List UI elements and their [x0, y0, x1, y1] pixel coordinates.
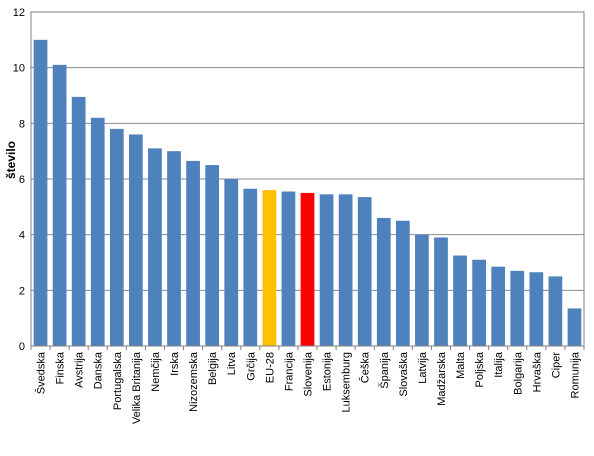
bar: [167, 151, 181, 346]
y-axis-title: število: [4, 141, 18, 179]
category-label: Italija: [493, 351, 505, 378]
bar: [33, 39, 48, 346]
category-labels: Švedska Finska Avstrija Danska Portugalska Ve…: [35, 351, 582, 424]
bar: [338, 194, 353, 346]
category-label: Irska: [169, 351, 181, 376]
bar: [529, 272, 544, 346]
category-label: Ciper: [550, 352, 562, 379]
bar: [376, 217, 391, 346]
bar: [90, 117, 105, 347]
bar: [415, 234, 429, 346]
category-label: Nizozemska: [188, 351, 200, 412]
category-label: Češka: [359, 351, 372, 383]
bar: [434, 237, 448, 346]
bar: [319, 194, 334, 346]
y-tick-label: 10: [13, 63, 25, 75]
category-label: Romunija: [569, 351, 581, 398]
bar: [567, 308, 582, 346]
y-tick-label: 6: [19, 174, 25, 186]
category-label: Poljska: [474, 351, 486, 387]
category-label: Bolgarija: [512, 351, 524, 395]
category-label: Latvija: [417, 351, 429, 384]
y-tick-label: 4: [19, 230, 25, 242]
category-label: Nemčija: [150, 351, 162, 392]
bar: [548, 276, 563, 346]
bar: [205, 165, 220, 346]
bar: [129, 134, 143, 346]
y-tick-label: 0: [19, 341, 25, 353]
category-label: Luksemburg: [341, 352, 353, 413]
category-label: Slovaška: [398, 351, 410, 397]
category-label: Danska: [93, 351, 105, 389]
bar: [243, 188, 258, 346]
category-label: Finska: [55, 351, 67, 384]
bar: [491, 266, 506, 346]
category-label: Španija: [378, 351, 391, 389]
y-tick-label: 12: [13, 7, 25, 19]
y-tick-labels: 0 2 4 6 8 10 12: [13, 7, 25, 353]
bar: [224, 179, 239, 346]
category-label: Belgija: [207, 351, 219, 385]
category-label: Malta: [455, 351, 467, 379]
bar: [109, 128, 124, 346]
plot-frame: [30, 11, 585, 347]
bar: [510, 270, 525, 346]
bar: [52, 64, 67, 346]
axes: [30, 11, 585, 350]
category-label: Švedska: [35, 351, 48, 394]
bar: [281, 191, 296, 346]
category-label: Madžarska: [436, 351, 448, 406]
category-label: Grčija: [245, 351, 257, 381]
category-label: Avstrija: [74, 351, 86, 388]
category-label: Velika Britanija: [131, 351, 143, 424]
y-tick-label: 8: [19, 118, 25, 130]
category-label: Francija: [283, 351, 295, 391]
category-label: Litva: [226, 351, 238, 375]
category-label: Hrvaška: [531, 351, 543, 392]
category-label: Portugalska: [112, 351, 124, 410]
bar: [300, 192, 315, 346]
bar: [262, 190, 277, 346]
category-label: Estonija: [322, 351, 334, 391]
bar: [186, 160, 200, 346]
bars: [33, 39, 582, 347]
bar: [71, 96, 86, 346]
y-tick-label: 2: [19, 285, 25, 297]
bar: [148, 148, 162, 346]
bar: [472, 259, 486, 346]
category-label: Slovenija: [303, 351, 315, 397]
bar: [357, 197, 372, 346]
bar: [395, 220, 410, 346]
bar: [453, 255, 467, 346]
category-label: EU-28: [264, 352, 276, 383]
